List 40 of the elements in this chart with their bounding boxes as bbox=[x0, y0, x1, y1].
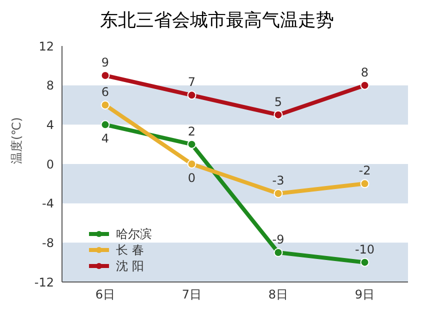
data-label: -3 bbox=[272, 174, 284, 188]
y-tick-label: -12 bbox=[34, 275, 54, 290]
point bbox=[360, 179, 370, 188]
data-label: 0 bbox=[188, 171, 196, 185]
data-label: 6 bbox=[101, 85, 110, 99]
data-label: 7 bbox=[188, 75, 196, 90]
point bbox=[100, 71, 110, 80]
point bbox=[274, 248, 283, 257]
point bbox=[100, 120, 110, 130]
y-tick-label: 12 bbox=[38, 39, 54, 54]
data-label: 4 bbox=[101, 132, 110, 146]
data-label: -9 bbox=[272, 232, 284, 246]
y-tick-label: 4 bbox=[46, 118, 54, 132]
point bbox=[187, 140, 196, 149]
data-label: 9 bbox=[101, 56, 110, 70]
y-tick-label: 0 bbox=[46, 157, 54, 172]
data-label: -2 bbox=[358, 164, 371, 178]
point bbox=[187, 160, 196, 168]
data-label: -10 bbox=[354, 242, 375, 256]
point bbox=[360, 258, 370, 267]
x-tick-label: 8日 bbox=[268, 288, 288, 302]
x-tick-label: 7日 bbox=[182, 288, 202, 302]
point bbox=[274, 110, 283, 120]
point bbox=[360, 80, 370, 90]
data-label: 5 bbox=[274, 94, 282, 109]
y-tick-label: -8 bbox=[42, 236, 54, 250]
point bbox=[187, 90, 196, 100]
point bbox=[100, 100, 110, 110]
legend-label: 长 春 bbox=[116, 242, 144, 258]
y-tick-label: 8 bbox=[46, 78, 54, 93]
legend-label: 沈 阳 bbox=[116, 258, 144, 274]
data-label: 2 bbox=[188, 124, 196, 138]
y-axis-title: 温度(℃) bbox=[9, 117, 24, 164]
x-tick-label: 6日 bbox=[95, 288, 116, 302]
y-tick-label: -4 bbox=[42, 196, 54, 211]
legend-label: 哈尔滨 bbox=[116, 226, 152, 242]
x-tick-label: 9日 bbox=[354, 288, 375, 302]
point bbox=[274, 189, 283, 198]
chart-title: 东北三省会城市最高气温走势 bbox=[99, 9, 335, 33]
data-label: 8 bbox=[360, 65, 369, 80]
